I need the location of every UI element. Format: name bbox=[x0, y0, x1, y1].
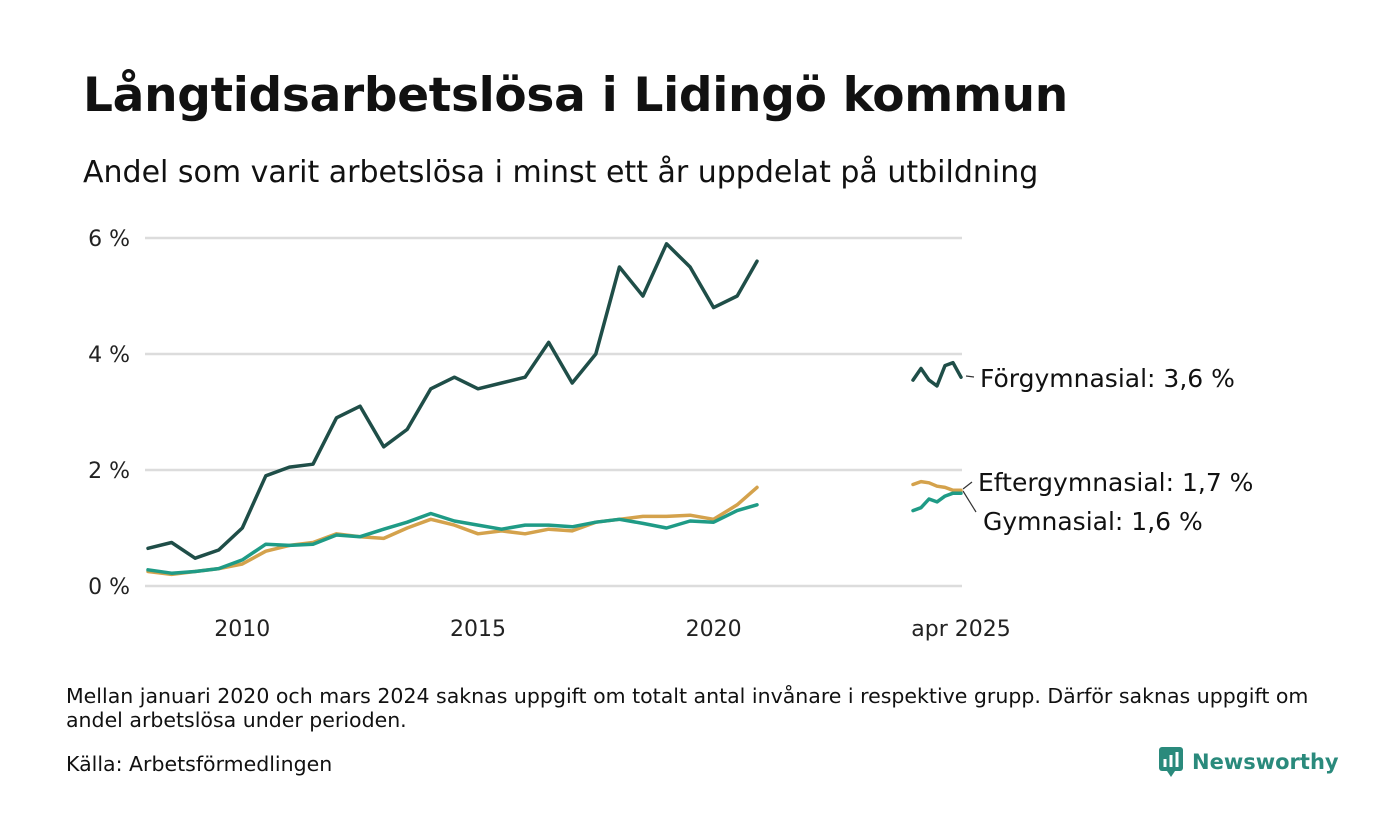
y-tick-label: 2 % bbox=[88, 459, 130, 484]
y-axis-tick-labels: 0 % 2 % 4 % 6 % bbox=[88, 227, 130, 600]
end-label-leader bbox=[962, 481, 973, 490]
series-end-label: Eftergymnasial: 1,7 % bbox=[978, 468, 1253, 497]
series-end-label: Förgymnasial: 3,6 % bbox=[980, 364, 1235, 393]
line-chart: 0 % 2 % 4 % 6 % 2010 2015 2020 apr 2025 Förgym… bbox=[88, 227, 1253, 642]
series-line-gymnasial bbox=[146, 503, 759, 575]
x-tick-label: 2010 bbox=[214, 617, 270, 642]
chart-subtitle: Andel som varit arbetslösa i minst ett å… bbox=[83, 155, 1039, 190]
series-line-recent-gymnasial bbox=[911, 491, 963, 513]
chart-source: Källa: Arbetsförmedlingen bbox=[66, 752, 333, 776]
chart-title: Långtidsarbetslösa i Lidingö kommun bbox=[83, 68, 1068, 123]
newsworthy-brand[interactable]: Newsworthy bbox=[1158, 746, 1339, 778]
gridlines bbox=[145, 236, 962, 588]
series-lines bbox=[146, 242, 963, 577]
x-axis-tick-labels: 2010 2015 2020 apr 2025 bbox=[214, 617, 1010, 642]
x-tick-label-latest: apr 2025 bbox=[911, 617, 1010, 642]
chart-footnote: Mellan januari 2020 och mars 2024 saknas… bbox=[66, 684, 1309, 732]
series-line-eftergymnasial bbox=[146, 485, 759, 577]
y-tick-label: 6 % bbox=[88, 227, 130, 252]
y-tick-label: 0 % bbox=[88, 575, 130, 600]
end-label-leader bbox=[965, 375, 975, 378]
newsworthy-logo-icon bbox=[1159, 747, 1183, 777]
series-line-f-rgymnasial bbox=[146, 242, 759, 560]
series-line-recent-f-rgymnasial bbox=[911, 360, 963, 388]
end-label-leader bbox=[962, 490, 977, 513]
series-line-recent-eftergymnasial bbox=[911, 479, 963, 493]
y-tick-label: 4 % bbox=[88, 343, 130, 368]
x-tick-label: 2015 bbox=[450, 617, 506, 642]
series-end-labels: Förgymnasial: 3,6 % Eftergymnasial: 1,7 %… bbox=[962, 364, 1253, 536]
brand-name: Newsworthy bbox=[1192, 750, 1339, 774]
x-tick-label: 2020 bbox=[686, 617, 742, 642]
series-end-label: Gymnasial: 1,6 % bbox=[983, 507, 1203, 536]
